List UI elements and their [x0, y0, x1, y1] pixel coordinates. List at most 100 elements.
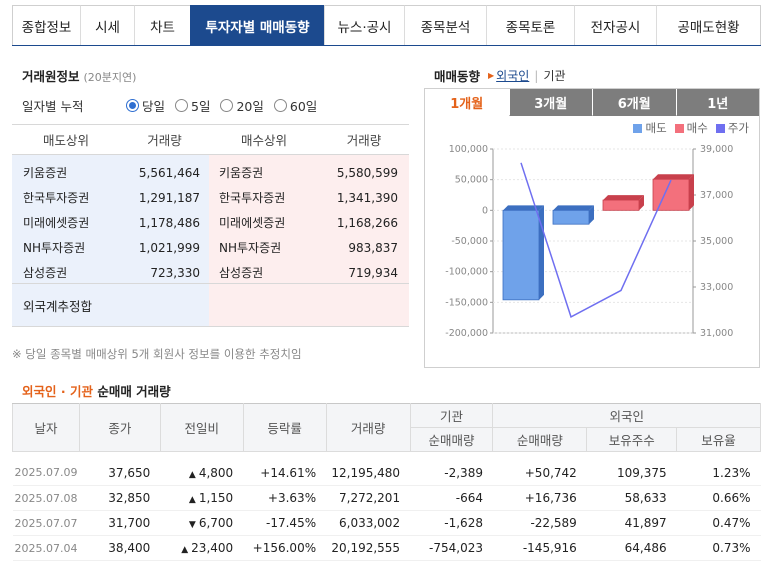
tab-1[interactable]: 시세: [80, 5, 134, 45]
sell-column: 키움증권 5,561,464 한국투자증권 1,291,187 미래에셋증권 1,178,…: [12, 155, 209, 283]
buy-broker-row: 미래에셋증권 1,168,266: [209, 210, 409, 235]
broker-name[interactable]: 미래에셋증권: [219, 216, 286, 230]
cell-volume: 12,195,480: [326, 460, 411, 486]
triangle-right-icon: ▶: [488, 71, 495, 80]
buy-broker-row: 삼성증권 719,934: [209, 260, 409, 285]
change-value: 23,400: [191, 541, 234, 555]
header-buy-top: 매수상위: [240, 133, 287, 148]
bar-top-face: [553, 205, 594, 211]
cell-foreign-net: -22,589: [492, 510, 587, 536]
sell-broker-row: 키움증권 5,561,464: [12, 160, 209, 185]
triangle-up-icon: ▲: [181, 545, 189, 555]
chart-period-tab-3[interactable]: 1년: [675, 89, 759, 116]
table-row: 2025.07.08 32,850 ▲ 1,150 +3.63% 7,272,201 -66…: [12, 485, 761, 511]
broker-name[interactable]: NH투자증권: [23, 241, 86, 255]
chart-legend: 매도 매수 주가: [625, 120, 749, 136]
radio-period-0[interactable]: 당일: [126, 96, 165, 115]
cell-inst-net: -2,389: [410, 460, 493, 486]
buy-broker-row: 한국투자증권 1,341,390: [209, 185, 409, 210]
cell-ratio: 0.73%: [676, 535, 761, 561]
broker-volume: 719,934: [348, 265, 398, 280]
cell-foreign-net: -145,916: [492, 535, 587, 561]
foreign-estimate-value: [209, 284, 409, 326]
broker-name[interactable]: 미래에셋증권: [23, 216, 90, 230]
sell-broker-row: 미래에셋증권 1,178,486: [12, 210, 209, 235]
broker-name[interactable]: 한국투자증권: [23, 191, 90, 205]
radio-period-2[interactable]: 20일: [220, 96, 264, 115]
chart-period-tab-1[interactable]: 3개월: [508, 89, 592, 116]
triangle-up-icon: ▲: [188, 469, 196, 480]
radio-label: 5일: [191, 99, 211, 114]
buy-broker-row: 키움증권 5,580,599: [209, 160, 409, 185]
period-radios: 당일 5일 20일 60일: [126, 96, 327, 115]
net-trading-title: 외국인 · 기관 순매매 거래량: [22, 381, 171, 400]
th-foreign-net: 순매매량: [492, 427, 588, 452]
cell-date: 2025.07.04: [12, 535, 80, 561]
y-left-tick: -150,000: [445, 297, 488, 308]
th-rate: 등락률: [242, 403, 327, 452]
chart-period-tabs: 1개월 3개월 6개월 1년: [425, 89, 759, 116]
buy-column: 키움증권 5,580,599 한국투자증권 1,341,390 미래에셋증권 1,168,…: [209, 155, 409, 283]
tab-3[interactable]: 투자자별 매매동향: [190, 5, 324, 45]
th-inst-net: 순매매량: [409, 427, 494, 452]
sell-broker-row: 삼성증권 723,330: [12, 260, 209, 285]
option-institution[interactable]: 기관: [543, 69, 566, 83]
bar-top-face: [603, 195, 644, 201]
broker-volume: 1,168,266: [336, 215, 398, 230]
bar-side-face: [589, 205, 594, 225]
bar-2025.07.09: [652, 178, 690, 211]
cell-change: ▼ 6,700: [160, 510, 244, 536]
tab-4[interactable]: 뉴스·공시: [324, 5, 404, 45]
net-title-highlight: 외국인 · 기관: [22, 384, 93, 399]
bar-top-face: [653, 174, 694, 180]
cell-close: 32,850: [79, 485, 161, 511]
bar-top-face: [503, 205, 544, 211]
trend-chart: 100,000 50,000 0 -50,000 -100,000 -150,000 -20…: [445, 144, 733, 339]
cell-inst-net: -1,628: [410, 510, 493, 536]
header-buy-volume: 거래량: [346, 133, 382, 148]
option-foreign[interactable]: 외국인: [496, 69, 530, 83]
period-selector: 일자별 누적 당일 5일 20일 60일: [22, 96, 327, 115]
cell-date: 2025.07.09: [12, 460, 80, 486]
legend-item: 매수: [674, 120, 708, 136]
bar-2025.07.07: [552, 209, 590, 225]
tab-7[interactable]: 전자공시: [574, 5, 656, 45]
tab-2[interactable]: 차트: [134, 5, 190, 45]
radio-label: 20일: [236, 99, 264, 114]
tab-8[interactable]: 공매도현황: [656, 5, 761, 45]
cell-foreign-net: +50,742: [492, 460, 587, 486]
tab-6[interactable]: 종목토론: [486, 5, 574, 45]
tab-5[interactable]: 종목분석: [404, 5, 486, 45]
broker-name[interactable]: 삼성증권: [219, 266, 264, 280]
radio-circle[interactable]: [175, 99, 189, 112]
radio-period-1[interactable]: 5일: [175, 96, 210, 115]
broker-name[interactable]: 삼성증권: [23, 266, 68, 280]
chart-period-tab-2[interactable]: 6개월: [592, 89, 676, 116]
y-left-tick: -50,000: [451, 236, 488, 247]
radio-circle[interactable]: [220, 99, 234, 112]
broker-name[interactable]: NH투자증권: [219, 241, 282, 255]
radio-circle[interactable]: [126, 99, 139, 112]
table-row: 2025.07.04 38,400 ▲ 23,400 +156.00% 20,192,55…: [12, 535, 761, 561]
broker-volume: 983,837: [348, 240, 398, 255]
radio-circle[interactable]: [273, 99, 287, 112]
broker-section-title: 거래원정보 (20분지연): [22, 66, 136, 85]
cell-change: ▲ 23,400: [160, 535, 244, 561]
chart-period-tab-0[interactable]: 1개월: [425, 89, 509, 116]
legend-swatch: [715, 123, 725, 133]
cell-close: 31,700: [79, 510, 161, 536]
radio-label: 60일: [289, 99, 318, 114]
cell-foreign-net: +16,736: [492, 485, 587, 511]
radio-period-3[interactable]: 60일: [273, 96, 318, 115]
y-left-tick: 100,000: [449, 144, 488, 155]
broker-name[interactable]: 한국투자증권: [219, 191, 286, 205]
broker-volume: 723,330: [150, 265, 200, 280]
tab-0[interactable]: 종합정보: [12, 5, 80, 45]
foreign-estimate-label: 외국계추정합: [12, 284, 209, 326]
trend-title: 매매동향 ▶ 외국인 | 기관: [434, 66, 566, 85]
change-value: 4,800: [198, 465, 234, 480]
broker-name[interactable]: 키움증권: [219, 166, 264, 180]
broker-name[interactable]: 키움증권: [23, 166, 68, 180]
cell-ratio: 0.47%: [676, 510, 761, 536]
bar-side-face: [639, 195, 644, 211]
